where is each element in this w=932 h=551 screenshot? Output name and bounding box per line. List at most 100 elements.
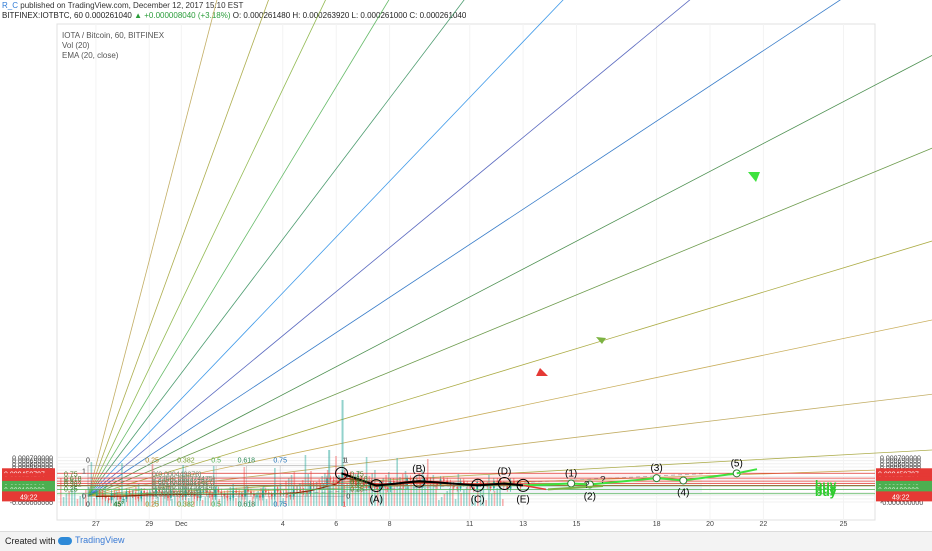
plot-frame — [56, 23, 876, 521]
volume-bar — [432, 475, 435, 506]
candle-body — [155, 489, 157, 497]
volume-bar — [237, 495, 240, 506]
volume-bar — [271, 493, 273, 506]
volume-bar — [87, 487, 90, 506]
volume-bar — [140, 498, 143, 506]
tradingview-logo[interactable]: TradingView — [58, 535, 125, 545]
fib-top-label: 0.75 — [273, 458, 287, 465]
fib-box-label: 1 — [344, 458, 348, 465]
buy-label: buy — [815, 485, 837, 499]
volume-bar — [438, 500, 440, 506]
chart-labels: 0.750.6180.50.3820.250(0.000449878)0.236… — [64, 458, 837, 509]
left-price-axis[interactable]: 0.0007000000.0006500000.0006000000.00055… — [2, 455, 55, 507]
candle-body — [306, 492, 308, 494]
volume-bar — [126, 496, 129, 506]
volume-bar — [479, 489, 482, 506]
volume-bar — [446, 491, 449, 506]
volume-bar — [463, 490, 465, 506]
volume-bar — [110, 497, 112, 506]
volume-bar — [254, 494, 257, 506]
candle-body — [362, 481, 365, 485]
candle-body — [235, 490, 238, 493]
volume-bar — [413, 479, 415, 506]
symbol-label[interactable]: BITFINEX:IOTBTC, 60 — [2, 11, 83, 20]
volume-bar — [451, 485, 454, 506]
volume-bar — [449, 488, 451, 506]
candle-body — [229, 497, 232, 499]
volume-bar — [276, 487, 279, 506]
candle-body — [384, 485, 386, 488]
volume-bar — [307, 474, 310, 506]
volume-bar — [215, 485, 218, 506]
volume-bar — [179, 490, 182, 506]
volume-bar — [146, 492, 148, 506]
fib-top-label: 0.5 — [211, 458, 221, 465]
footer-bar: Created with TradingView — [0, 531, 932, 551]
projection-point — [679, 476, 688, 485]
right-price-axis[interactable]: 0.0007000000.0006500000.0006000000.00055… — [876, 455, 932, 507]
publish-text: published on TradingView.com, December 1… — [18, 1, 244, 10]
volume-bar — [321, 476, 323, 506]
candle-body — [223, 493, 226, 496]
fan-line — [87, 0, 269, 497]
volume-spike — [341, 400, 344, 506]
y-tick-right: 0.000600000 — [880, 462, 921, 469]
volume-bar — [226, 490, 229, 506]
y-tick-left: 0.000700000 — [12, 455, 53, 462]
fan-line — [87, 0, 691, 497]
volume-bar — [318, 479, 321, 506]
volume-bar — [249, 500, 251, 506]
candle-body — [270, 494, 273, 497]
volume-bar — [493, 491, 496, 506]
fib-right-label: 0.382 — [350, 481, 368, 488]
fan-line — [87, 54, 932, 497]
created-with-text: Created with — [5, 536, 56, 546]
volume-bar — [440, 497, 443, 506]
author-link[interactable]: R_C — [2, 1, 19, 10]
projection-label: (1) — [565, 469, 577, 480]
volume-bar — [201, 500, 204, 506]
wave-point-circle — [412, 474, 426, 488]
fib-top-label: 1 — [342, 458, 346, 465]
volume-bar — [71, 488, 73, 506]
volume-bar — [224, 493, 226, 506]
countdown-left: 49:22 — [20, 494, 38, 501]
projection-arrow-line — [736, 468, 758, 475]
candle-body — [409, 478, 412, 480]
wave-drawing: (A) (B) (C) (D) (E) (1) (2) (3) (4) (5) — [335, 172, 760, 506]
volume-bar — [499, 485, 501, 506]
candle-body — [122, 498, 125, 500]
volume-bar — [262, 485, 265, 506]
fib-retracement-label: 0.618(0.000252424) — [152, 484, 215, 491]
candle-body — [426, 477, 429, 481]
volume-bar — [176, 493, 179, 506]
fan-line — [87, 0, 390, 497]
candle-body — [167, 495, 169, 498]
fib-zone — [346, 485, 702, 490]
volume-bar — [162, 491, 165, 506]
volume-bar — [457, 474, 460, 506]
volume-bar — [401, 474, 404, 506]
projection-label: (4) — [677, 487, 689, 498]
candle-body — [250, 491, 252, 494]
fib-left-label: 0.75 — [64, 471, 78, 478]
candle-body — [479, 482, 482, 485]
candle-body — [456, 487, 459, 489]
candle-body — [173, 490, 175, 493]
fib-box-label: 0 — [346, 493, 350, 500]
volume-bar — [329, 484, 332, 506]
y-tick-right: -0.000000000 — [880, 500, 923, 507]
time-axis[interactable]: 27 29 Dec 4 6 8 11 13 15 18 20 22 25 — [92, 521, 847, 528]
volume-bar — [301, 480, 304, 506]
volume-bar — [157, 497, 159, 506]
fib-bottom-label: 0.75 — [273, 501, 287, 508]
projection-label: (5) — [731, 458, 743, 469]
candle-body — [289, 495, 292, 497]
candle-body — [214, 489, 217, 497]
volume-bar — [290, 475, 293, 506]
legend-ema: EMA (20, close) — [62, 51, 119, 60]
volume-bar — [471, 498, 474, 506]
wave-point-circle — [369, 479, 383, 493]
